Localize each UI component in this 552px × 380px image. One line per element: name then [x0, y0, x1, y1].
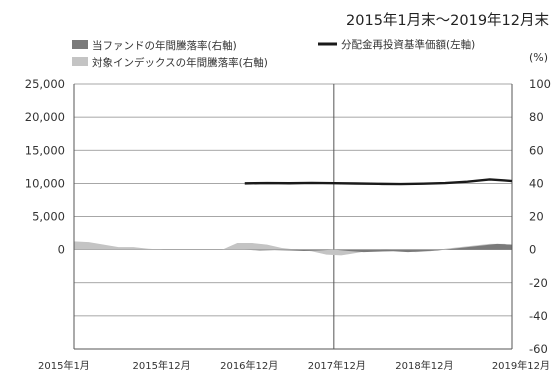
left-tick-label: 5,000	[32, 210, 65, 224]
legend-label-index: 対象インデックスの年間騰落率(右軸)	[92, 56, 268, 69]
axes: 25,000 20,000 15,000 10,000 5,000 0 100 80 60 40 2…	[25, 51, 551, 372]
left-tick-label: 10,000	[25, 176, 65, 190]
right-tick-label: 60	[529, 143, 544, 157]
series-areas	[74, 241, 512, 256]
right-tick-label: -60	[529, 342, 548, 356]
right-tick-label: -40	[529, 309, 548, 323]
x-tick-label: 2016年12月	[220, 359, 278, 372]
right-tick-label: -20	[529, 276, 548, 290]
legend-label-nav: 分配金再投資基準価額(左軸)	[341, 38, 475, 51]
right-axis-unit: (%)	[529, 51, 548, 64]
right-tick-label: 0	[529, 243, 536, 257]
x-tick-label: 2019年12月	[492, 359, 550, 372]
legend: 当ファンドの年間騰落率(右軸) 対象インデックスの年間騰落率(右軸) 分配金再投資基…	[72, 38, 475, 69]
left-tick-label: 25,000	[25, 77, 65, 91]
grid	[74, 83, 512, 350]
left-tick-label: 0	[58, 243, 65, 257]
area-index	[74, 241, 512, 256]
right-tick-label: 40	[529, 176, 544, 190]
left-tick-label: 15,000	[25, 143, 65, 157]
line-nav	[244, 178, 513, 186]
x-tick-label: 2015年12月	[133, 359, 191, 372]
right-tick-label: 80	[529, 110, 544, 124]
plot-frame	[73, 84, 513, 350]
x-tick-label: 2015年1月	[38, 359, 90, 372]
left-tick-label: 20,000	[25, 110, 65, 124]
x-tick-label: 2018年12月	[395, 359, 453, 372]
area-fund	[244, 243, 512, 253]
x-tick-label: 2017年12月	[308, 359, 366, 372]
legend-swatch-fund	[72, 40, 88, 49]
legend-swatch-index	[72, 57, 88, 66]
series-lines	[244, 178, 513, 186]
right-tick-label: 20	[529, 210, 544, 224]
chart-title: 2015年1月末～2019年12月末	[346, 12, 549, 29]
legend-label-fund: 当ファンドの年間騰落率(右軸)	[92, 39, 237, 52]
right-tick-label: 100	[529, 77, 551, 91]
